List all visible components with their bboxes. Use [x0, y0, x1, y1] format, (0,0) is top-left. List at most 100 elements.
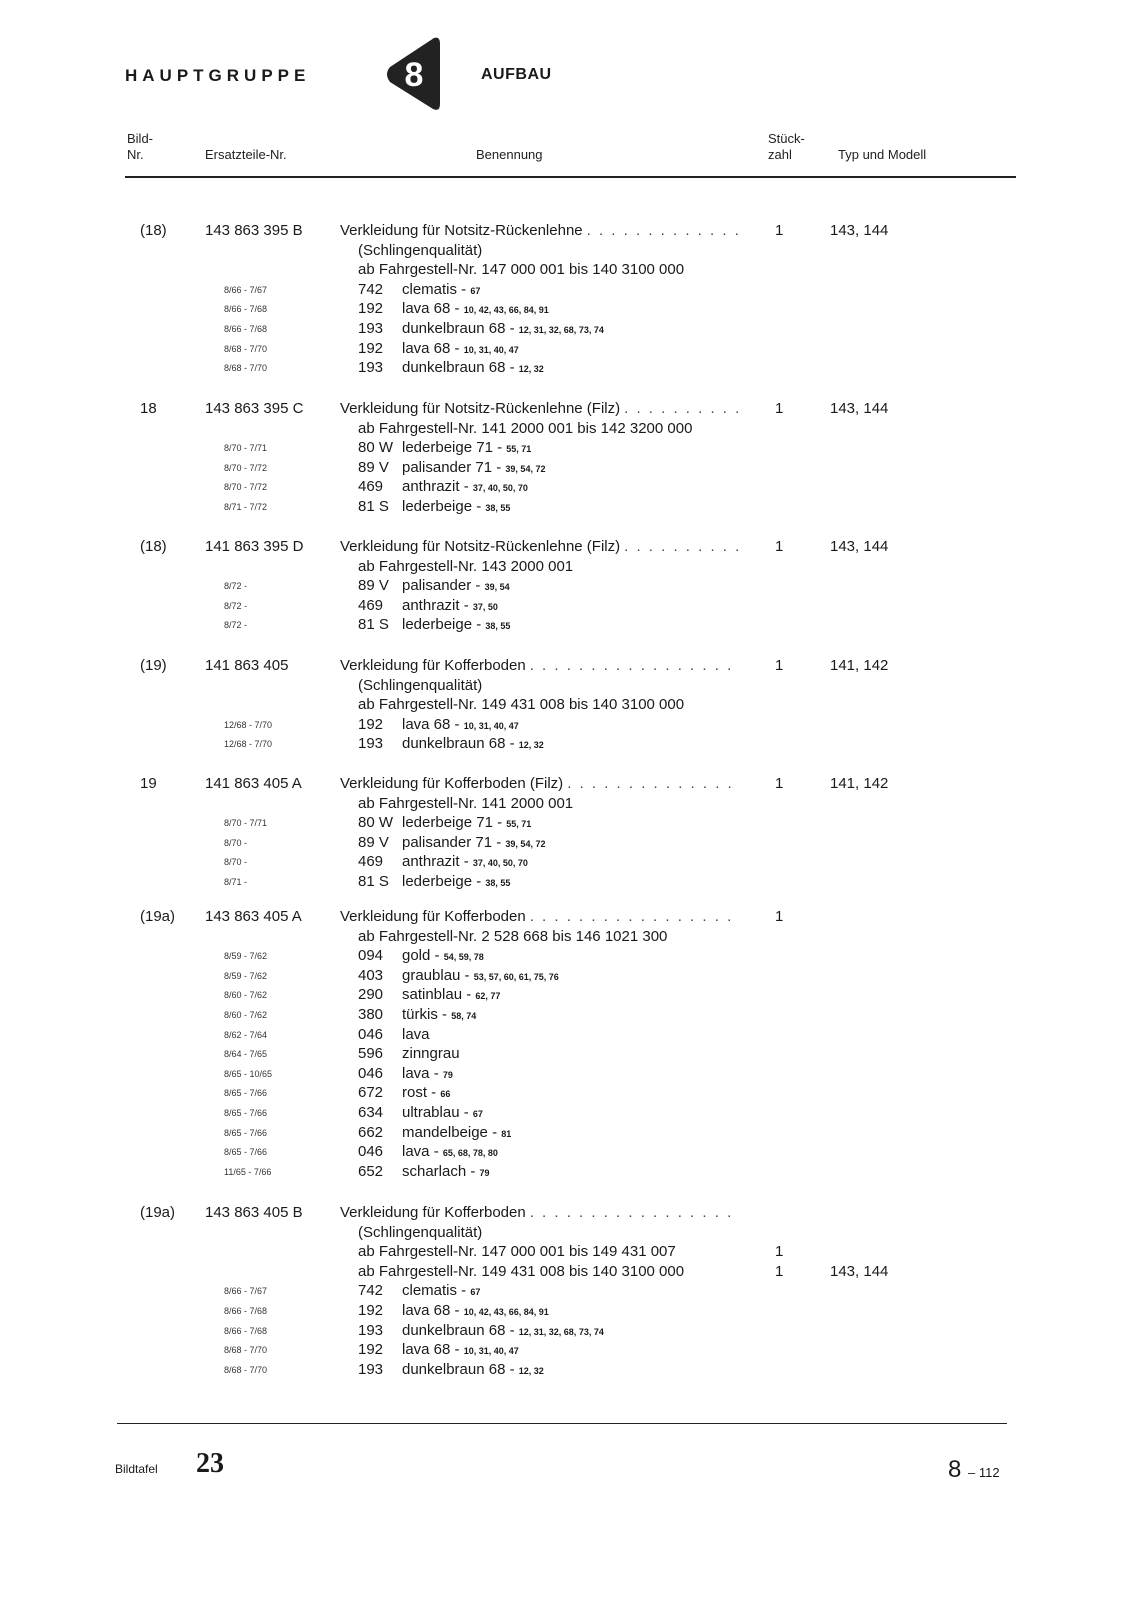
dash-separator: - [505, 359, 519, 377]
color-name: gold [402, 947, 431, 965]
dash-separator: - [437, 1006, 452, 1023]
color-code: 89 V [358, 577, 389, 595]
color-code: 193 [358, 735, 384, 753]
color-code: 192 [358, 300, 384, 318]
model-numbers: 66 [440, 1089, 451, 1100]
production-date-range: 12/68 - 7/70 [224, 739, 273, 750]
color-code: 094 [358, 947, 384, 965]
dot-leader: . . . . . . . . . . . . . . . . . . . . … [529, 908, 740, 925]
chassis-range-line: (Schlingenqualität) [358, 241, 483, 259]
color-name: lederbeige 71 [402, 814, 493, 832]
model-numbers: 12, 31, 32, 68, 73, 74 [518, 325, 604, 335]
color-variant: lederbeige 71 - 55, 71 [402, 438, 531, 458]
type-model: 143, 144 [830, 222, 889, 239]
color-name: lederbeige 71 [402, 439, 493, 457]
production-date-range: 11/65 - 7/66 [224, 1166, 272, 1177]
color-name: lederbeige [402, 498, 473, 515]
color-variant: lava - 65, 68, 78, 80 [402, 1142, 498, 1162]
group-number-badge: 8 [387, 37, 440, 110]
production-date-range: 8/68 - 7/70 [224, 1364, 268, 1375]
dash-separator: - [450, 1341, 464, 1359]
color-name: ultrablau [402, 1104, 460, 1121]
dash-separator: - [492, 833, 506, 851]
production-date-range: 8/65 - 7/66 [224, 1147, 268, 1158]
color-variant: lederbeige - 38, 55 [402, 872, 510, 892]
model-numbers: 12, 32 [518, 364, 544, 375]
dot-leader: . . . . . . . . . . . . . . . . . . . . … [529, 657, 740, 674]
col-header-bild-line1: Bild- [127, 131, 154, 146]
color-code: 596 [358, 1045, 384, 1063]
color-code: 403 [358, 966, 384, 984]
chassis-range-line: ab Fahrgestell-Nr. 147 000 001 bis 140 3… [358, 261, 685, 279]
model-numbers: 37, 40, 50, 70 [472, 858, 528, 869]
production-date-range: 8/70 - 7/71 [224, 818, 268, 829]
model-numbers: 58, 74 [451, 1011, 477, 1021]
color-code: 193 [358, 1321, 384, 1339]
model-numbers: 38, 55 [485, 503, 511, 513]
model-numbers: 79 [442, 1069, 453, 1080]
color-code: 652 [358, 1162, 384, 1180]
type-model: 143, 144 [830, 1262, 889, 1280]
part-number: 141 863 405 [205, 657, 289, 674]
dash-separator: - [505, 1321, 519, 1339]
color-name: rost [402, 1084, 428, 1102]
production-date-range: 8/68 - 7/70 [224, 343, 268, 354]
dash-separator: - [505, 320, 519, 337]
dot-leader: . . . . . . . . . . . . . . . . . . . . … [624, 400, 740, 417]
model-numbers: 67 [472, 1109, 483, 1119]
production-date-range: 8/66 - 7/68 [224, 1306, 268, 1316]
color-name: lava 68 [402, 1302, 451, 1319]
col-header-bild-line2: Nr. [127, 147, 144, 162]
color-name: satinblau [402, 986, 463, 1004]
model-numbers: 39, 54 [484, 582, 510, 593]
color-code: 80 W [358, 814, 394, 832]
part-number: 143 863 405 A [205, 908, 302, 925]
bild-number: (18) [140, 538, 167, 555]
color-name: palisander [402, 577, 472, 595]
color-code: 81 S [358, 616, 389, 634]
color-code: 672 [358, 1084, 384, 1102]
color-code: 80 W [358, 439, 394, 457]
model-numbers: 55, 71 [506, 819, 532, 830]
production-date-range: 8/71 - [224, 877, 248, 887]
col-header-type: Typ und Modell [838, 147, 927, 162]
color-code: 192 [358, 715, 384, 733]
dash-separator: - [450, 339, 464, 357]
model-numbers: 38, 55 [485, 621, 511, 632]
model-numbers: 81 [501, 1128, 512, 1139]
color-name: dunkelbraun 68 [402, 735, 506, 753]
page-number: 8 – 112 [948, 1456, 1000, 1484]
color-name: dunkelbraun 68 [402, 1360, 506, 1378]
chassis-range-line: ab Fahrgestell-Nr. 149 431 008 bis 140 3… [358, 696, 685, 714]
chassis-range-line: (Schlingenqualität) [358, 676, 483, 694]
part-description: Verkleidung für Notsitz-Rückenlehne (Fil… [340, 537, 740, 557]
dot-leader: . . . . . . . . . . . . . . . . . . . . … [529, 1204, 740, 1221]
col-header-bild: Bild- Nr. [127, 131, 153, 163]
part-description: Verkleidung für Kofferboden. . . . . . .… [340, 907, 740, 927]
type-model: 141, 142 [830, 657, 889, 674]
quantity: 1 [775, 657, 784, 674]
color-name: palisander 71 [402, 458, 493, 476]
model-numbers: 37, 50 [472, 601, 498, 612]
dash-separator: - [492, 439, 507, 457]
dash-separator: - [457, 280, 471, 298]
color-code: 89 V [358, 833, 389, 851]
page-number-sub: – 112 [968, 1465, 1000, 1480]
part-title: Verkleidung für Kofferboden (Filz) [340, 775, 564, 792]
col-header-part: Ersatzteile-Nr. [205, 147, 287, 162]
color-name: türkis [402, 1006, 438, 1023]
color-code: 634 [358, 1104, 384, 1121]
dash-separator: - [450, 715, 464, 733]
color-variant: zinngrau [402, 1044, 460, 1064]
color-variant: lava 68 - 10, 31, 40, 47 [402, 715, 519, 735]
plate-label: Bildtafel [115, 1462, 158, 1476]
production-date-range: 8/66 - 7/68 [224, 304, 268, 315]
dash-separator: - [450, 1302, 464, 1319]
quantity: 1 [775, 1243, 784, 1261]
dash-separator: - [472, 616, 486, 634]
model-numbers: 10, 31, 40, 47 [463, 1346, 519, 1357]
chassis-range-line: ab Fahrgestell-Nr. 147 000 001 bis 149 4… [358, 1243, 676, 1261]
color-code: 046 [358, 1143, 384, 1161]
type-model: 141, 142 [830, 775, 889, 792]
quantity: 1 [775, 222, 784, 239]
